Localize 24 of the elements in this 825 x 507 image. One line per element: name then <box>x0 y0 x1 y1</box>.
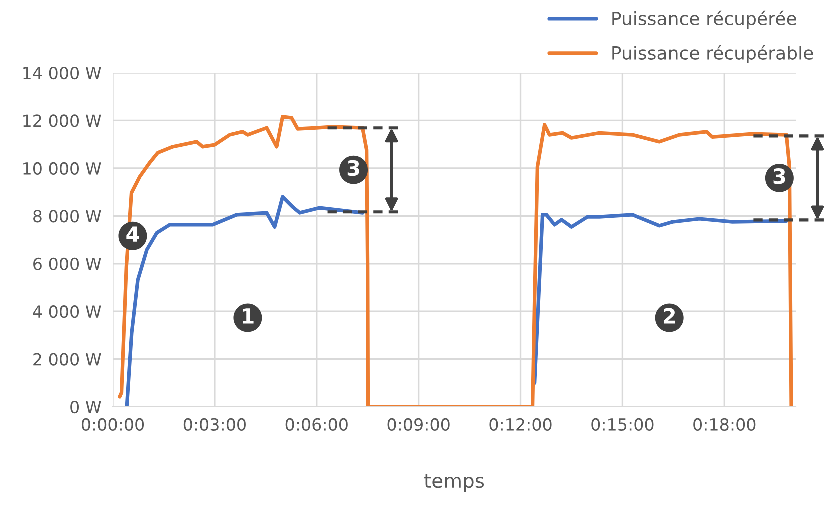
y-tick-label: 0 W <box>70 400 102 414</box>
y-tick-label: 8 000 W <box>34 210 102 223</box>
y-tick-label: 6 000 W <box>34 258 102 270</box>
x-tick-label: 0:03:00 <box>184 418 246 432</box>
annotation: 3 <box>774 168 786 184</box>
annotation: 4 <box>126 226 140 242</box>
x-axis-title: temps <box>424 474 484 492</box>
annotation: 2 <box>664 308 676 324</box>
annotation: 3 <box>348 160 360 176</box>
annotation: 1 <box>243 308 254 324</box>
y-tick-label: 14 000 W <box>24 66 102 80</box>
legend-label: Puissance récupérée <box>612 10 796 30</box>
x-tick-label: 0:06:00 <box>286 418 348 432</box>
y-tick-label: 12 000 W <box>24 114 102 128</box>
y-tick-label: 4 000 W <box>33 306 102 318</box>
x-tick-label: 0:00:00 <box>82 418 144 432</box>
line-series <box>118 115 794 407</box>
legend-label: Puissance récupérable <box>612 45 814 64</box>
x-tick-label: 0:15:00 <box>592 418 654 432</box>
x-tick-label: 0:12:00 <box>490 418 552 432</box>
y-tick-label: 2 000 W <box>34 353 102 366</box>
x-tick-label: 0:18:00 <box>694 418 756 432</box>
y-tick-label: 10 000 W <box>24 162 102 175</box>
x-tick-label: 0:09:00 <box>388 418 450 432</box>
